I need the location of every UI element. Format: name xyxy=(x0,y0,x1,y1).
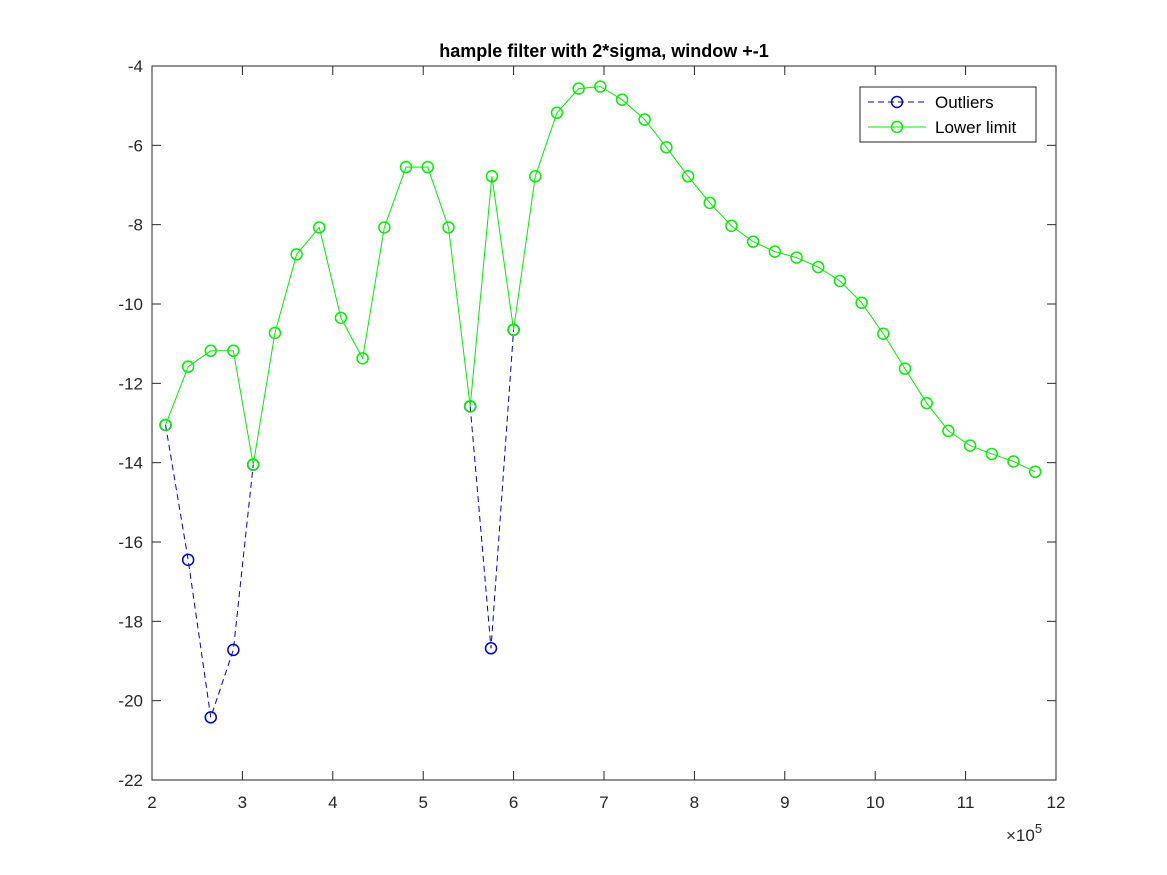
lower-limit-point xyxy=(877,327,890,340)
series-layer xyxy=(159,80,1042,724)
y-tick-label: -14 xyxy=(118,454,143,473)
lower-limit-point xyxy=(442,221,455,234)
lower-limit-point xyxy=(507,323,520,337)
lower-limit-point xyxy=(227,344,240,358)
lower-limit-point xyxy=(790,251,803,264)
lower-limit-point xyxy=(1028,465,1042,479)
lower-limit-point xyxy=(334,311,348,325)
lower-limit-point xyxy=(963,439,977,452)
lower-limit-point xyxy=(638,113,651,126)
lower-limit-point xyxy=(204,344,218,358)
plot-background xyxy=(152,66,1056,780)
lower-limit-point xyxy=(811,260,825,274)
y-tick-label: -22 xyxy=(118,771,143,790)
x-exponent-power: 5 xyxy=(1035,821,1042,836)
x-tick-label: 10 xyxy=(866,793,885,812)
lower-limit-point xyxy=(246,458,260,471)
y-tick-label: -12 xyxy=(118,374,143,393)
lower-limit-point xyxy=(594,80,607,93)
x-exponent-label: ×105 xyxy=(1006,821,1042,845)
legend-box xyxy=(859,86,1037,143)
x-tick-label: 12 xyxy=(1047,793,1066,812)
lower-limit-point xyxy=(681,170,695,183)
lower-limit-point xyxy=(463,400,477,413)
y-tick-label: -6 xyxy=(128,136,143,155)
x-tick-label: 6 xyxy=(509,793,518,812)
outliers-point xyxy=(227,643,240,657)
y-axis-ticks: -4 -6 -8 -10 -12 -14 -16 -18 -20 -22 xyxy=(118,57,1056,790)
lower-limit-point xyxy=(768,245,782,258)
outliers-point xyxy=(204,711,218,724)
lower-limit-point xyxy=(725,219,738,233)
y-tick-label: -20 xyxy=(118,692,143,711)
x-tick-label: 7 xyxy=(599,793,608,812)
y-tick-label: -18 xyxy=(118,612,143,631)
x-axis-ticks: 2 3 4 5 6 7 8 9 10 11 12 xyxy=(147,66,1065,812)
outliers-point xyxy=(484,642,498,655)
outliers-point xyxy=(181,553,195,567)
legend-outliers-label: Outliers xyxy=(935,93,994,112)
svg-text:×105: ×105 xyxy=(1006,821,1042,845)
lower-limit-point xyxy=(356,352,369,365)
lower-limit-point xyxy=(746,235,760,248)
lower-limit-line xyxy=(165,86,1036,473)
y-tick-label: -16 xyxy=(118,533,143,552)
lower-limit-point xyxy=(898,362,912,375)
lower-limit-point xyxy=(920,396,933,410)
x-tick-label: 4 xyxy=(328,793,337,812)
lower-limit-point xyxy=(268,326,282,340)
lower-limit-point xyxy=(485,170,499,183)
outliers-line xyxy=(165,424,254,718)
lower-limit-point xyxy=(942,424,955,438)
legend: Outliers Lower limit xyxy=(859,86,1037,143)
lower-limit-point xyxy=(399,160,413,174)
lower-limit-point xyxy=(529,170,542,183)
legend-lower-limit-label: Lower limit xyxy=(935,118,1017,137)
lower-limit-point xyxy=(572,82,585,95)
lower-limit-point xyxy=(312,221,326,234)
x-tick-label: 9 xyxy=(780,793,789,812)
x-tick-label: 3 xyxy=(238,793,247,812)
lower-limit-point xyxy=(550,106,564,120)
x-tick-label: 2 xyxy=(147,793,156,812)
lower-limit-point xyxy=(421,160,434,174)
lower-limit-point xyxy=(615,93,629,106)
lower-limit-point xyxy=(855,296,868,310)
lower-limit-point xyxy=(378,221,391,234)
legend-outliers-marker xyxy=(890,95,904,109)
lower-limit-point xyxy=(833,274,847,288)
x-tick-label: 8 xyxy=(690,793,699,812)
outliers-line xyxy=(469,329,515,649)
lower-limit-point xyxy=(985,447,999,461)
legend-lower-limit-marker xyxy=(890,120,904,134)
x-exponent-base: ×10 xyxy=(1006,826,1035,845)
x-tick-label: 5 xyxy=(418,793,427,812)
lower-limit-point xyxy=(290,248,303,261)
y-tick-label: -10 xyxy=(118,295,143,314)
lower-limit-point xyxy=(181,360,195,373)
lower-limit-point xyxy=(660,141,673,154)
lower-limit-point xyxy=(159,418,172,432)
chart-title: hample filter with 2*sigma, window +-1 xyxy=(439,41,769,61)
x-tick-label: 11 xyxy=(957,793,975,812)
y-tick-label: -4 xyxy=(128,57,143,76)
y-tick-label: -8 xyxy=(128,216,143,235)
lower-limit-point xyxy=(703,196,717,210)
lower-limit-point xyxy=(1007,455,1020,468)
